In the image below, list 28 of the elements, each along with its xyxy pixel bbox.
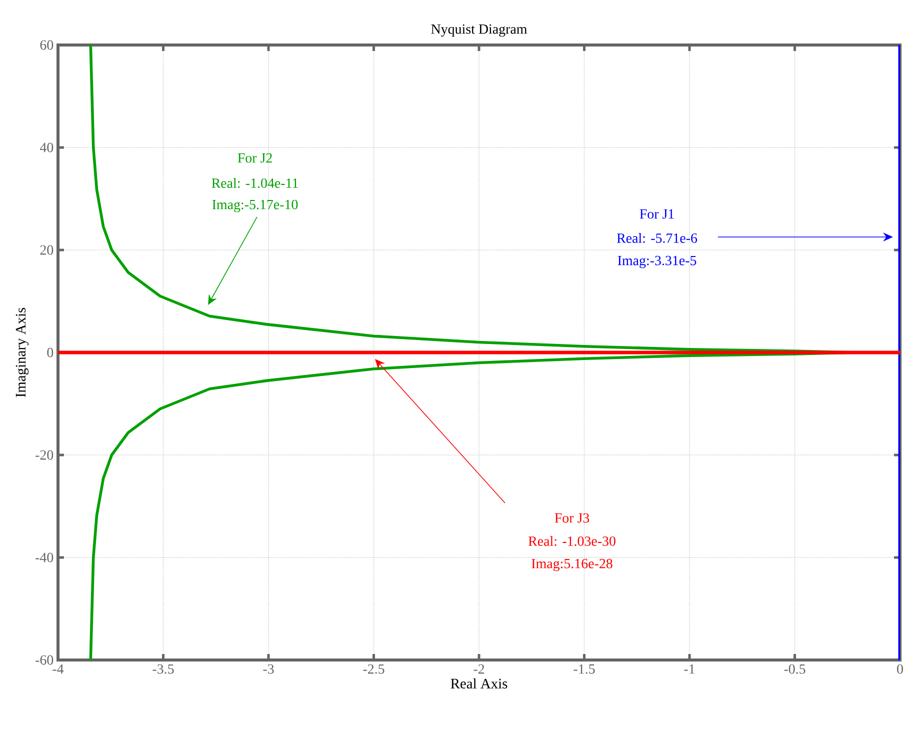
annotation: For J1: [640, 209, 674, 219]
y-tick-label: 40: [40, 142, 54, 152]
y-tick-label: 60: [40, 40, 54, 50]
chart-title: Nyquist Diagram: [431, 24, 528, 37]
annotation: Imag:-3.31e-5: [618, 256, 696, 268]
annotation: For J2: [238, 153, 272, 163]
x-tick-label: -0.5: [784, 664, 806, 674]
annotation: Imag:5.16e-28: [532, 558, 612, 572]
annotation: Real: -1.03e-30: [528, 536, 616, 546]
y-tick-label: -20: [36, 450, 54, 460]
x-tick-label: -1: [684, 664, 694, 674]
y-axis-title: Imaginary Axis: [16, 308, 29, 398]
x-axis-title: Real Axis: [450, 678, 508, 688]
x-tick-label: -2.5: [363, 664, 384, 674]
y-tick-label: -40: [36, 552, 54, 562]
annotation: Real: -1.04e-11: [212, 178, 298, 188]
x-tick-label: -2: [474, 664, 484, 674]
x-tick-label: -3.5: [152, 664, 174, 674]
y-tick-label: 0: [47, 348, 54, 358]
annotation: Real: -5.71e-6: [616, 233, 698, 243]
x-tick-label: 0: [897, 664, 903, 674]
x-tick-label: -4: [52, 664, 64, 674]
y-tick-label: 20: [40, 245, 54, 255]
y-tick-label: -60: [36, 655, 54, 665]
x-tick-label: -1.5: [574, 664, 595, 674]
annotation: For J3: [554, 513, 590, 523]
annotation: Imag:-5.17e-10: [212, 200, 298, 212]
x-tick-label: -3: [263, 664, 274, 674]
